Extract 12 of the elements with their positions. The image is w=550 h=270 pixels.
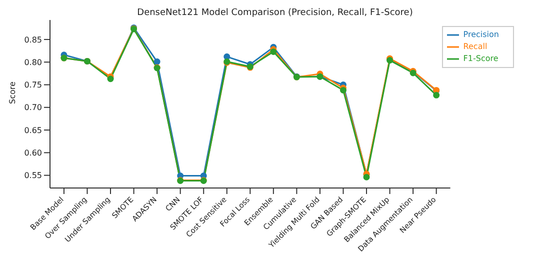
y-tick-label: 0.60 xyxy=(24,148,42,158)
legend-label: Recall xyxy=(463,42,488,52)
chart-title: DenseNet121 Model Comparison (Precision, Recall, F1-Score) xyxy=(136,8,414,18)
y-tick-label: 0.65 xyxy=(24,126,42,135)
y-tick-label: 0.80 xyxy=(24,58,42,67)
y-tick-label: 0.55 xyxy=(24,171,42,180)
y-tick-label: 0.85 xyxy=(24,35,42,44)
legend-label: F1-Score xyxy=(463,54,498,64)
legend-label: Precision xyxy=(463,30,499,40)
y-tick-label: 0.70 xyxy=(24,103,42,112)
y-axis-title: Score xyxy=(8,82,17,104)
y-tick-label: 0.75 xyxy=(24,80,42,90)
